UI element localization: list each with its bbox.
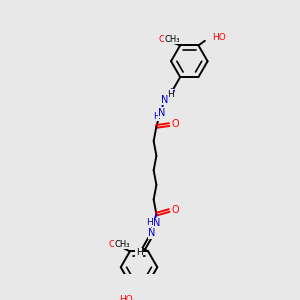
Text: O: O bbox=[158, 34, 166, 43]
Text: O: O bbox=[108, 240, 115, 249]
Text: CH₃: CH₃ bbox=[164, 34, 180, 43]
Text: HO: HO bbox=[119, 295, 133, 300]
Text: N: N bbox=[158, 108, 166, 118]
Text: N: N bbox=[153, 218, 160, 228]
Text: H: H bbox=[167, 90, 173, 99]
Text: CH₃: CH₃ bbox=[115, 240, 130, 249]
Text: H: H bbox=[146, 218, 152, 227]
Text: H: H bbox=[136, 248, 142, 257]
Text: HO: HO bbox=[212, 33, 226, 42]
Text: N: N bbox=[148, 228, 155, 239]
Text: N: N bbox=[161, 95, 168, 105]
Text: O: O bbox=[172, 119, 179, 129]
Text: H: H bbox=[153, 112, 160, 121]
Text: O: O bbox=[172, 205, 179, 214]
